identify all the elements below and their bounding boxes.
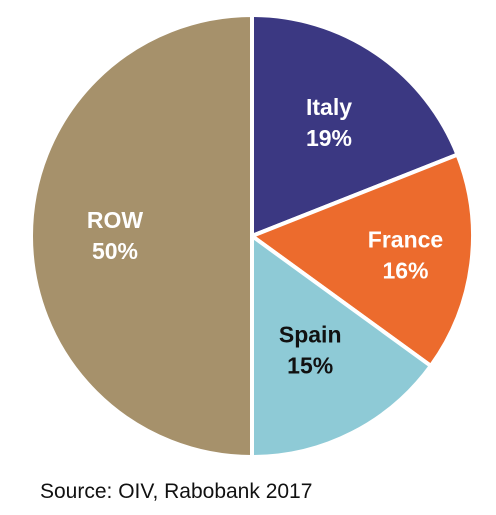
- slice-label-row: ROW: [87, 207, 144, 233]
- pie-slice-france: [247, 152, 475, 369]
- slice-value-france: 16%: [382, 257, 428, 283]
- pie-slice-italy: [250, 12, 461, 239]
- slice-label-italy: Italy: [306, 94, 352, 120]
- pie-chart: Italy 19% France 16% Spain 15% ROW 50%: [29, 12, 475, 460]
- slice-value-spain: 15%: [287, 352, 333, 378]
- pie-slices: [29, 12, 475, 460]
- pie-labels: Italy 19% France 16% Spain 15% ROW 50%: [87, 94, 443, 379]
- slice-label-france: France: [368, 226, 443, 252]
- source-note: Source: OIV, Rabobank 2017: [40, 480, 313, 503]
- slice-value-italy: 19%: [306, 125, 352, 151]
- pie-slice-row: [29, 12, 254, 460]
- slice-value-row: 50%: [92, 238, 138, 264]
- pie-slice-spain: [250, 232, 434, 460]
- slice-label-spain: Spain: [279, 321, 342, 347]
